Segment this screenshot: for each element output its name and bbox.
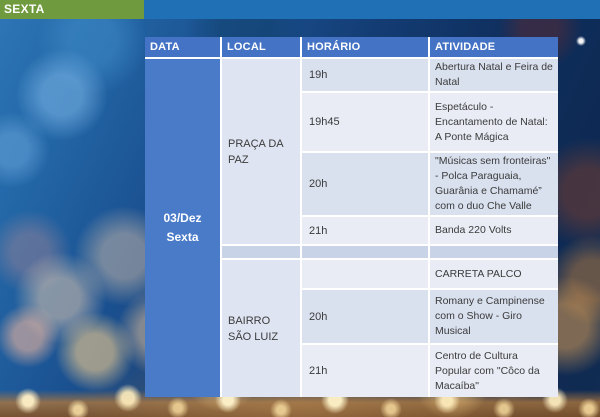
time-cell: 21h — [302, 217, 428, 244]
date-line-2: Sexta — [166, 230, 199, 244]
time-cell: 20h — [302, 153, 428, 215]
activity-cell: Centro de Cultura Popular com "Côco da M… — [430, 345, 558, 397]
schedule-table: DATA LOCAL HORÁRIO ATIVIDADE 03/Dez Sext… — [145, 37, 558, 397]
activity-cell: "Músicas sem fronteiras" - Polca Paragua… — [430, 153, 558, 215]
day-tab: SEXTA — [0, 0, 144, 19]
local-cell-bairro-sao-luiz: BAIRRO SÃO LUIZ — [222, 260, 300, 397]
separator-row-cell — [222, 246, 300, 258]
time-cell: 21h — [302, 345, 428, 397]
header-cell-data: DATA — [145, 37, 220, 57]
local-cell-praca-da-paz: PRAÇA DA PAZ — [222, 59, 300, 244]
activity-cell: CARRETA PALCO — [430, 260, 558, 288]
header-cell-horario: HORÁRIO — [302, 37, 428, 57]
time-cell: 19h45 — [302, 93, 428, 151]
activity-cell: Abertura Natal e Feira de Natal — [430, 59, 558, 91]
top-bar — [0, 0, 600, 19]
time-cell-empty — [302, 260, 428, 288]
header-cell-local: LOCAL — [222, 37, 300, 57]
separator-row-cell — [302, 246, 428, 258]
header-cell-atividade: ATIVIDADE — [430, 37, 558, 57]
separator-row-cell — [430, 246, 558, 258]
time-cell: 19h — [302, 59, 428, 91]
activity-cell: Romany e Campinense com o Show - Giro Mu… — [430, 290, 558, 343]
day-tab-label: SEXTA — [4, 2, 45, 16]
date-cell: 03/Dez Sexta — [145, 59, 220, 397]
date-line-1: 03/Dez — [163, 211, 202, 225]
time-cell: 20h — [302, 290, 428, 343]
activity-cell: Espetáculo - Encantamento de Natal: A Po… — [430, 93, 558, 151]
activity-cell: Banda 220 Volts — [430, 217, 558, 244]
